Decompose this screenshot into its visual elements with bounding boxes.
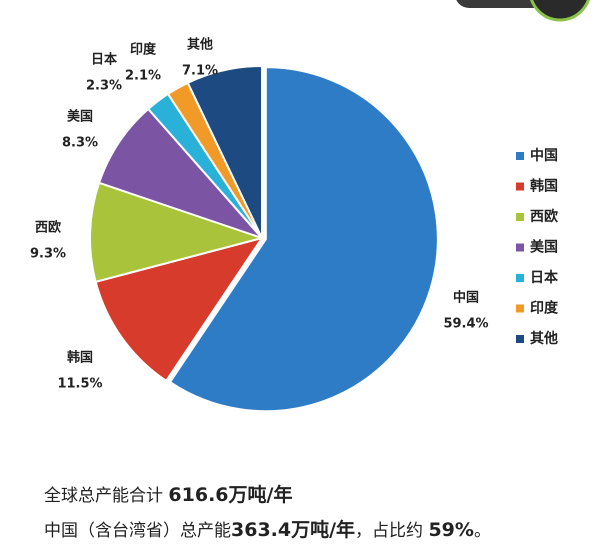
slice-label: 美国 — [67, 109, 93, 125]
legend-swatch — [516, 152, 524, 160]
legend-swatch — [516, 304, 524, 313]
ui-fragment — [530, 0, 590, 22]
legend-label: 美国 — [530, 239, 558, 256]
legend-swatch — [516, 243, 524, 252]
slice-value: 2.1% — [125, 69, 161, 84]
pie-slice — [168, 66, 439, 413]
legend-label: 西欧 — [530, 208, 558, 225]
slice-value: 9.3% — [30, 247, 66, 262]
ui-fragment — [456, 0, 554, 8]
legend-swatch — [516, 182, 524, 191]
slice-label: 日本 — [91, 52, 117, 68]
legend-swatch — [516, 213, 524, 221]
slice-value: 2.3% — [86, 79, 122, 94]
legend-label: 日本 — [530, 269, 559, 286]
footer-text: 。 — [473, 521, 491, 541]
legend-label: 中国 — [530, 147, 558, 164]
footer-text: ，占比约 — [355, 521, 429, 541]
pie-slice — [97, 107, 266, 241]
slice-value: 8.3% — [62, 136, 98, 151]
footer-text: 全球总产能合计 — [44, 486, 163, 506]
slice-label: 西欧 — [35, 220, 61, 236]
legend-label: 印度 — [530, 300, 559, 317]
slice-value: 7.1% — [182, 64, 218, 79]
legend-swatch — [516, 335, 524, 343]
slice-label: 印度 — [130, 42, 157, 58]
footer-text: 616.6万吨/年 — [168, 484, 293, 506]
pie-slice — [94, 236, 265, 383]
footer-line: 中国（含台湾省）总产能363.4万吨/年，占比约 59%。 — [44, 515, 491, 542]
footer-text: 59% — [428, 519, 474, 541]
chart: 中国 59.4% 韩国 11.5% 西欧 9.3% 美国 8.3% 日本 2.3% 印度 2.1% 其他… — [30, 0, 590, 413]
slice-label: 中国 — [453, 290, 479, 306]
footer-line: 全球总产能合计 616.6万吨/年 — [44, 480, 292, 507]
pie-slice — [186, 64, 263, 239]
footer-text: 中国（含台湾省）总产能 — [44, 521, 231, 541]
legend-label: 韩国 — [530, 178, 558, 195]
legend-swatch — [516, 274, 524, 282]
slice-label: 其他 — [187, 37, 213, 53]
legend-label: 其他 — [530, 330, 558, 347]
slice-value: 59.4% — [443, 317, 488, 332]
slice-value: 11.5% — [57, 377, 102, 392]
footer-text: 363.4万吨/年 — [231, 519, 356, 541]
pie-slice — [89, 181, 266, 284]
slice-label: 韩国 — [67, 350, 93, 366]
